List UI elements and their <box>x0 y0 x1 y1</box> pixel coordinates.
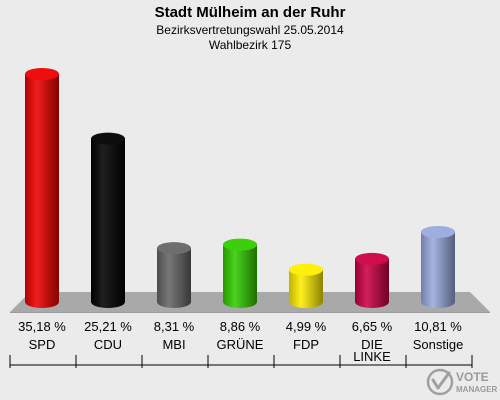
chart-subtitle-line1: Bezirksvertretungswahl 25.05.2014 <box>156 23 344 37</box>
value-label-2: 25,21 % <box>84 319 132 334</box>
bar-body-2 <box>91 138 125 308</box>
bar-7 <box>421 225 455 308</box>
bar-top-1 <box>25 68 59 81</box>
category-label-2: CDU <box>94 337 122 352</box>
category-label-3: MBI <box>162 337 185 352</box>
bar-1 <box>25 68 59 308</box>
chart-title: Stadt Mülheim an der Ruhr <box>155 4 346 21</box>
chart-floor-edge <box>10 312 490 313</box>
bar-6 <box>355 252 389 308</box>
bar-top-6 <box>355 252 389 265</box>
category-label-4: GRÜNE <box>217 337 264 352</box>
bar-body-4 <box>223 244 257 308</box>
x-axis-ticks <box>9 355 473 368</box>
category-label-5: FDP <box>293 337 319 352</box>
bar-4 <box>223 238 257 308</box>
bar-series <box>25 68 455 308</box>
bar-top-7 <box>421 225 455 238</box>
bar-body-1 <box>25 74 59 308</box>
bar-top-4 <box>223 238 257 251</box>
bar-top-3 <box>157 242 191 255</box>
bar-body-6 <box>355 258 389 308</box>
chart-subtitle-line2: Wahlbezirk 175 <box>209 38 292 52</box>
bar-top-5 <box>289 263 323 276</box>
bar-body-5 <box>289 269 323 308</box>
bar-top-2 <box>91 132 125 145</box>
bar-2 <box>91 132 125 308</box>
value-label-5: 4,99 % <box>286 319 327 334</box>
value-label-1: 35,18 % <box>18 319 66 334</box>
vote-manager-logo: VOTE MANAGER <box>426 368 498 396</box>
logo-text-manager: MANAGER <box>456 385 498 394</box>
value-labels: 35,18 % 25,21 % 8,31 % 8,86 % 4,99 % 6,65 % 10… <box>18 319 462 334</box>
value-label-7: 10,81 % <box>414 319 462 334</box>
value-label-4: 8,86 % <box>220 319 261 334</box>
category-label-1: SPD <box>29 337 56 352</box>
bar-5 <box>289 263 323 308</box>
bar-body-3 <box>157 248 191 308</box>
logo-text-vote: VOTE <box>456 370 489 384</box>
value-label-3: 8,31 % <box>154 319 195 334</box>
bar-3 <box>157 242 191 308</box>
value-label-6: 6,65 % <box>352 319 393 334</box>
category-label-6-2: LINKE <box>353 349 391 364</box>
category-label-7: Sonstige <box>413 337 464 352</box>
bar-body-7 <box>421 231 455 308</box>
vote-manager-logo-icon <box>426 368 454 396</box>
category-label-6-1: DIE <box>361 337 383 352</box>
